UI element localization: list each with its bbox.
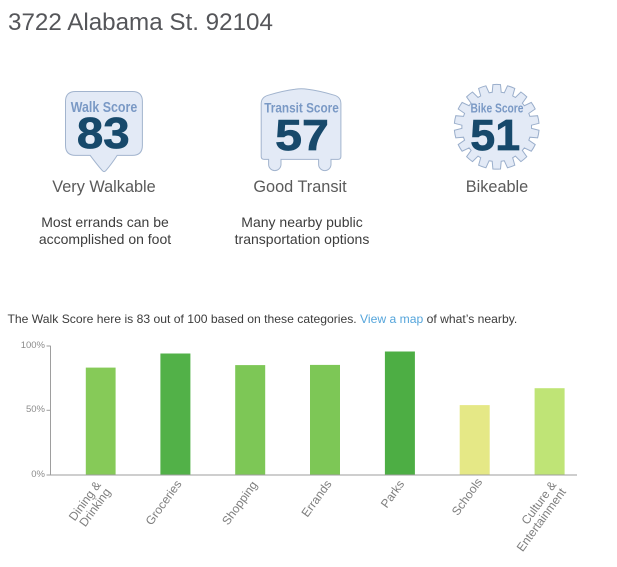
- svg-text:Transit Score: Transit Score: [264, 99, 339, 115]
- svg-text:Walk Score: Walk Score: [71, 100, 138, 116]
- svg-text:Bike Score: Bike Score: [471, 101, 524, 116]
- svg-text:57: 57: [275, 112, 329, 160]
- svg-text:83: 83: [77, 110, 130, 158]
- svg-text:51: 51: [470, 112, 520, 160]
